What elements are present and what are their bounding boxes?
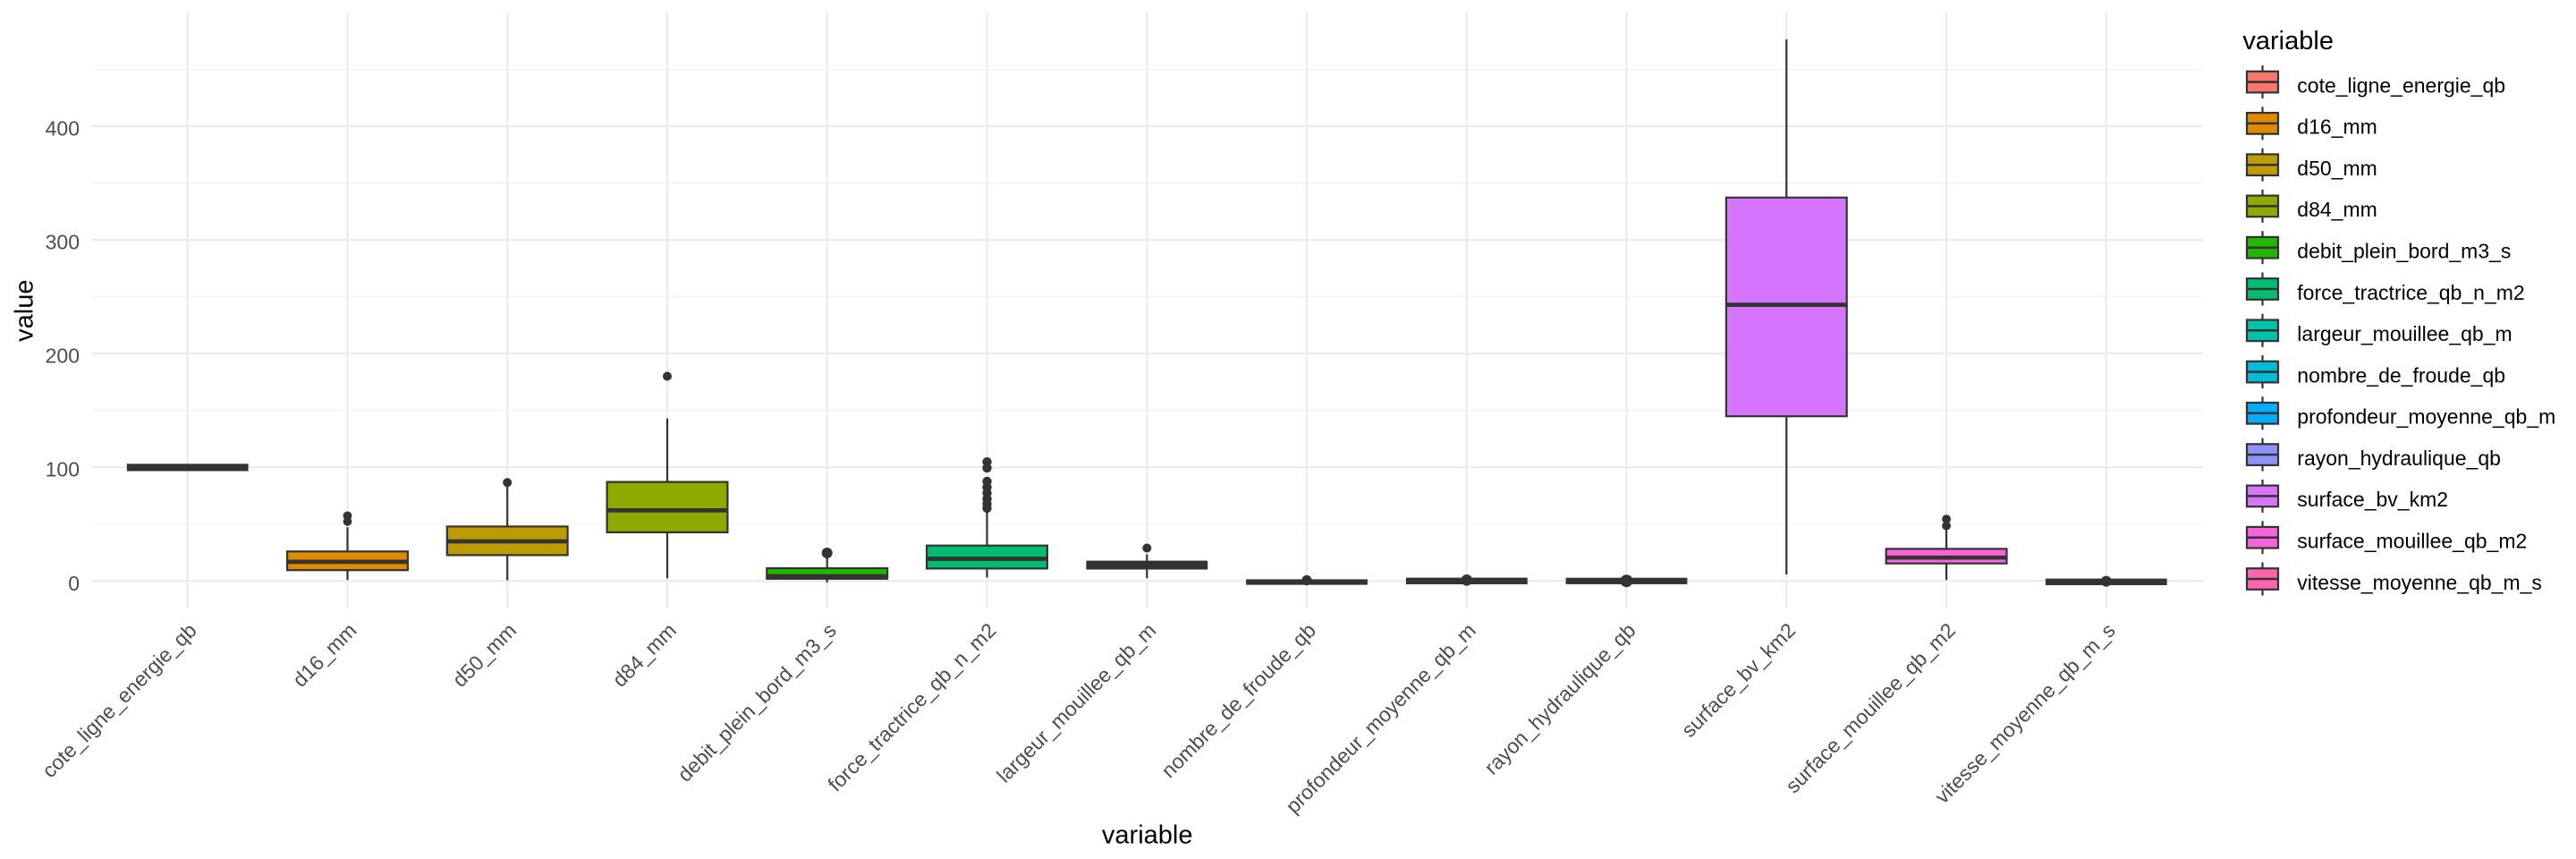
svg-text:400: 400	[46, 117, 80, 140]
svg-text:profondeur_moyenne_qb_m: profondeur_moyenne_qb_m	[2297, 405, 2555, 429]
svg-text:variable: variable	[2242, 27, 2334, 55]
svg-text:vitesse_moyenne_qb_m_s: vitesse_moyenne_qb_m_s	[2297, 571, 2542, 594]
svg-text:variable: variable	[1102, 821, 1193, 850]
svg-text:debit_plein_bord_m3_s: debit_plein_bord_m3_s	[2297, 240, 2511, 263]
svg-text:d84_mm: d84_mm	[2297, 198, 2377, 221]
svg-text:d16_mm: d16_mm	[2297, 115, 2377, 139]
svg-text:d50_mm: d50_mm	[2297, 157, 2377, 180]
svg-text:nombre_de_froude_qb: nombre_de_froude_qb	[2297, 363, 2505, 387]
svg-text:rayon_hydraulique_qb: rayon_hydraulique_qb	[2297, 447, 2501, 470]
svg-text:0: 0	[68, 572, 80, 595]
svg-text:100: 100	[46, 458, 80, 481]
svg-text:cote_ligne_energie_qb: cote_ligne_energie_qb	[2297, 73, 2505, 97]
svg-text:200: 200	[46, 344, 80, 368]
svg-text:surface_bv_km2: surface_bv_km2	[2297, 488, 2448, 511]
svg-text:force_tractrice_qb_n_m2: force_tractrice_qb_n_m2	[2297, 281, 2524, 304]
svg-text:value: value	[11, 280, 39, 342]
svg-text:largeur_mouillee_qb_m: largeur_mouillee_qb_m	[2297, 322, 2512, 345]
svg-text:300: 300	[46, 231, 80, 254]
svg-text:surface_mouillee_qb_m2: surface_mouillee_qb_m2	[2297, 530, 2527, 553]
